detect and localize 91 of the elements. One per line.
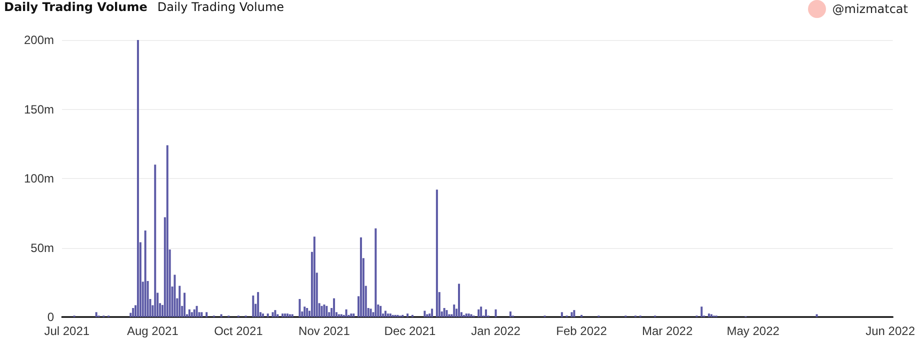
bar — [262, 314, 264, 317]
bar — [220, 314, 222, 317]
bar — [274, 310, 276, 317]
bar — [406, 314, 409, 317]
bar — [509, 311, 512, 317]
bar — [426, 314, 428, 317]
bar — [458, 284, 460, 317]
bar — [190, 312, 193, 317]
bar — [494, 309, 497, 317]
bar — [284, 314, 286, 317]
bar — [345, 309, 348, 317]
bar — [700, 306, 703, 317]
bar — [470, 314, 472, 317]
bar — [174, 274, 176, 317]
y-tick-label: 150m — [24, 102, 54, 116]
bar — [710, 314, 712, 317]
bar — [304, 306, 306, 317]
bar — [560, 312, 563, 317]
bar — [257, 292, 260, 317]
bar — [178, 286, 181, 317]
y-tick-label: 50m — [30, 240, 54, 255]
bar — [338, 314, 340, 317]
bar — [136, 40, 139, 317]
bar — [352, 314, 355, 317]
bar — [453, 304, 456, 317]
x-tick-label: Nov 2021 — [298, 324, 350, 338]
bar — [272, 312, 274, 317]
bar — [708, 314, 710, 317]
bar — [188, 309, 190, 317]
bar — [184, 292, 186, 317]
x-tick-label: Aug 2021 — [126, 324, 179, 338]
bar — [154, 164, 156, 317]
bar — [193, 309, 196, 317]
chart-subtitle: Daily Trading Volume — [157, 0, 284, 14]
bar — [448, 314, 450, 317]
y-tick-label: 100m — [24, 172, 54, 186]
bar — [389, 314, 392, 317]
bar — [313, 236, 316, 317]
bar — [276, 314, 279, 317]
text: @mizmatcat — [832, 2, 908, 16]
bar — [446, 310, 448, 317]
x-tick-label: Jan 2022 — [471, 324, 521, 338]
x-tick-label: May 2022 — [726, 324, 780, 338]
bar — [206, 312, 208, 317]
bar — [200, 312, 203, 317]
bar — [291, 314, 294, 317]
y-tick-label: 200m — [24, 33, 54, 47]
bar — [480, 306, 482, 317]
bar — [573, 310, 576, 317]
bar — [166, 145, 168, 317]
bar — [340, 314, 342, 317]
bar — [306, 308, 308, 317]
bar — [443, 308, 446, 317]
bar — [436, 190, 438, 317]
bar — [252, 296, 254, 317]
bar — [380, 306, 382, 317]
bar — [386, 314, 389, 317]
bar — [323, 304, 326, 317]
bar — [431, 308, 434, 317]
x-tick-label: Dec 2021 — [384, 324, 436, 338]
bar — [320, 306, 323, 317]
x-tick-label: Jul 2021 — [44, 324, 90, 338]
bar — [196, 306, 198, 317]
bar — [370, 308, 372, 317]
bar — [333, 298, 336, 317]
y-tick-label: 0 — [47, 310, 54, 324]
x-tick-label: Oct 2021 — [214, 324, 264, 338]
chart-title: Daily Trading Volume — [4, 0, 148, 14]
bar — [484, 309, 487, 317]
bar — [288, 314, 291, 317]
bar — [374, 228, 377, 317]
bar — [326, 306, 328, 317]
bar — [266, 314, 269, 317]
x-tick-label: Jun 2022 — [866, 324, 916, 338]
bar — [465, 314, 468, 317]
bar — [95, 312, 98, 317]
bar — [144, 230, 146, 317]
bar — [350, 314, 352, 317]
bar — [282, 314, 284, 317]
bar — [286, 314, 288, 317]
bar — [298, 298, 301, 317]
bar — [570, 312, 573, 317]
bar — [132, 308, 134, 317]
x-tick-label: Mar 2022 — [642, 324, 693, 338]
bar — [424, 310, 426, 317]
bar — [384, 310, 386, 317]
bar — [816, 314, 818, 317]
bar — [360, 237, 362, 317]
bar — [468, 314, 470, 317]
x-tick-label: Feb 2022 — [556, 324, 608, 338]
bar — [478, 309, 480, 317]
